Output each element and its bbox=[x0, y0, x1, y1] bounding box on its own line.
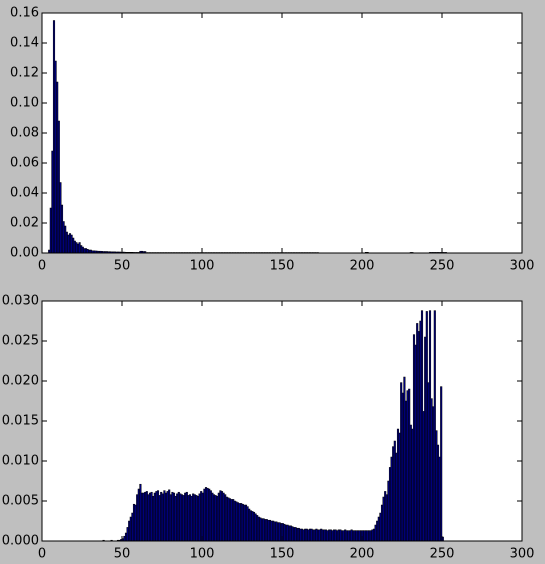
x-tick-label: 150 bbox=[270, 547, 295, 562]
x-tick-label: 250 bbox=[430, 547, 455, 562]
plot-area bbox=[42, 301, 522, 541]
bar bbox=[440, 386, 443, 542]
x-tick-label: 0 bbox=[38, 547, 46, 562]
x-tick-label: 100 bbox=[190, 259, 215, 274]
y-tick-label: 0.005 bbox=[2, 494, 39, 509]
y-tick-label: 0.12 bbox=[10, 66, 39, 81]
y-tick-label: 0.04 bbox=[10, 186, 39, 201]
axes: 0 50 100 150 200 250 300 0.000 0.005 0.010 0.015 0.… bbox=[2, 294, 535, 562]
plot-area bbox=[42, 13, 522, 253]
x-tick-label: 100 bbox=[190, 547, 215, 562]
x-tick-label: 50 bbox=[114, 259, 131, 274]
y-tick-label: 0.02 bbox=[10, 216, 39, 231]
axes: 0 50 100 150 200 250 300 0.00 0.02 0.04 0.06 0.08 0.… bbox=[10, 6, 534, 274]
x-tick-label: 200 bbox=[350, 259, 375, 274]
x-tick-label: 250 bbox=[430, 259, 455, 274]
y-tick-label: 0.025 bbox=[2, 334, 39, 349]
y-tick-label: 0.020 bbox=[2, 374, 39, 389]
y-tick-label: 0.010 bbox=[2, 454, 39, 469]
x-tick-label: 0 bbox=[38, 259, 46, 274]
y-tick-label: 0.14 bbox=[10, 36, 39, 51]
x-tick-label: 200 bbox=[350, 547, 375, 562]
y-tick-label: 0.030 bbox=[2, 294, 39, 309]
y-tick-label: 0.10 bbox=[10, 96, 39, 111]
y-tick-label: 0.00 bbox=[10, 246, 39, 261]
x-tick-label: 150 bbox=[270, 259, 295, 274]
y-tick-label: 0.06 bbox=[10, 156, 39, 171]
x-tick-label: 300 bbox=[510, 259, 535, 274]
y-tick-label: 0.000 bbox=[2, 534, 39, 549]
y-tick-label: 0.16 bbox=[10, 6, 39, 21]
x-tick-label: 50 bbox=[114, 547, 131, 562]
x-tick-label: 300 bbox=[510, 547, 535, 562]
y-tick-label: 0.015 bbox=[2, 414, 39, 429]
y-tick-label: 0.08 bbox=[10, 126, 39, 141]
